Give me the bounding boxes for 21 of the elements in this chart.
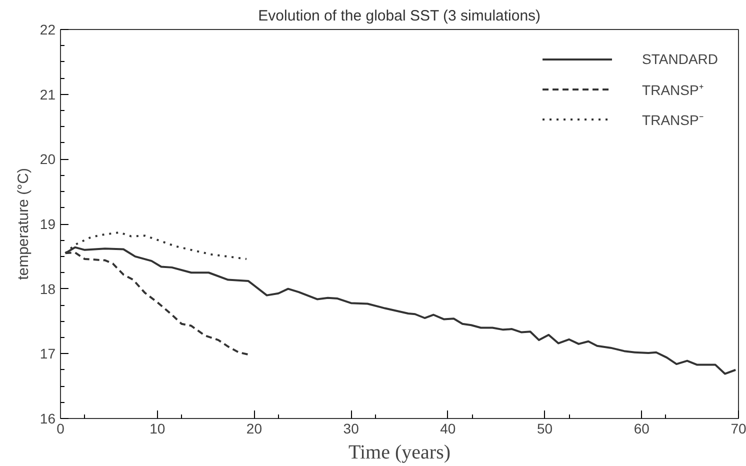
x-tick-label: 10 bbox=[150, 420, 166, 436]
x-tick-label: 60 bbox=[634, 420, 650, 436]
legend-label: TRANSP⁺ bbox=[642, 80, 704, 98]
y-tick-label: 21 bbox=[40, 86, 56, 102]
x-tick-label: 0 bbox=[56, 420, 65, 436]
x-tick-label: 40 bbox=[440, 420, 456, 436]
y-tick-label: 18 bbox=[40, 280, 56, 297]
legend-label: TRANSP⁻ bbox=[642, 110, 704, 128]
chart-title: Evolution of the global SST (3 simulations) bbox=[258, 8, 541, 24]
y-tick-label: 20 bbox=[40, 151, 56, 168]
y-tick-label: 19 bbox=[40, 216, 56, 232]
x-tick-label: 70 bbox=[730, 420, 746, 436]
y-tick-label: 22 bbox=[40, 22, 56, 38]
x-tick-label: 30 bbox=[343, 420, 360, 436]
x-tick-label: 50 bbox=[537, 420, 553, 436]
legend-label: STANDARD bbox=[642, 51, 718, 67]
y-tick-label: 17 bbox=[40, 346, 56, 362]
x-tick-label: 20 bbox=[246, 420, 262, 436]
x-axis-title: Time (years) bbox=[348, 442, 451, 464]
y-axis-title: temperature (°C) bbox=[14, 168, 32, 280]
y-tick-label: 16 bbox=[40, 410, 56, 426]
